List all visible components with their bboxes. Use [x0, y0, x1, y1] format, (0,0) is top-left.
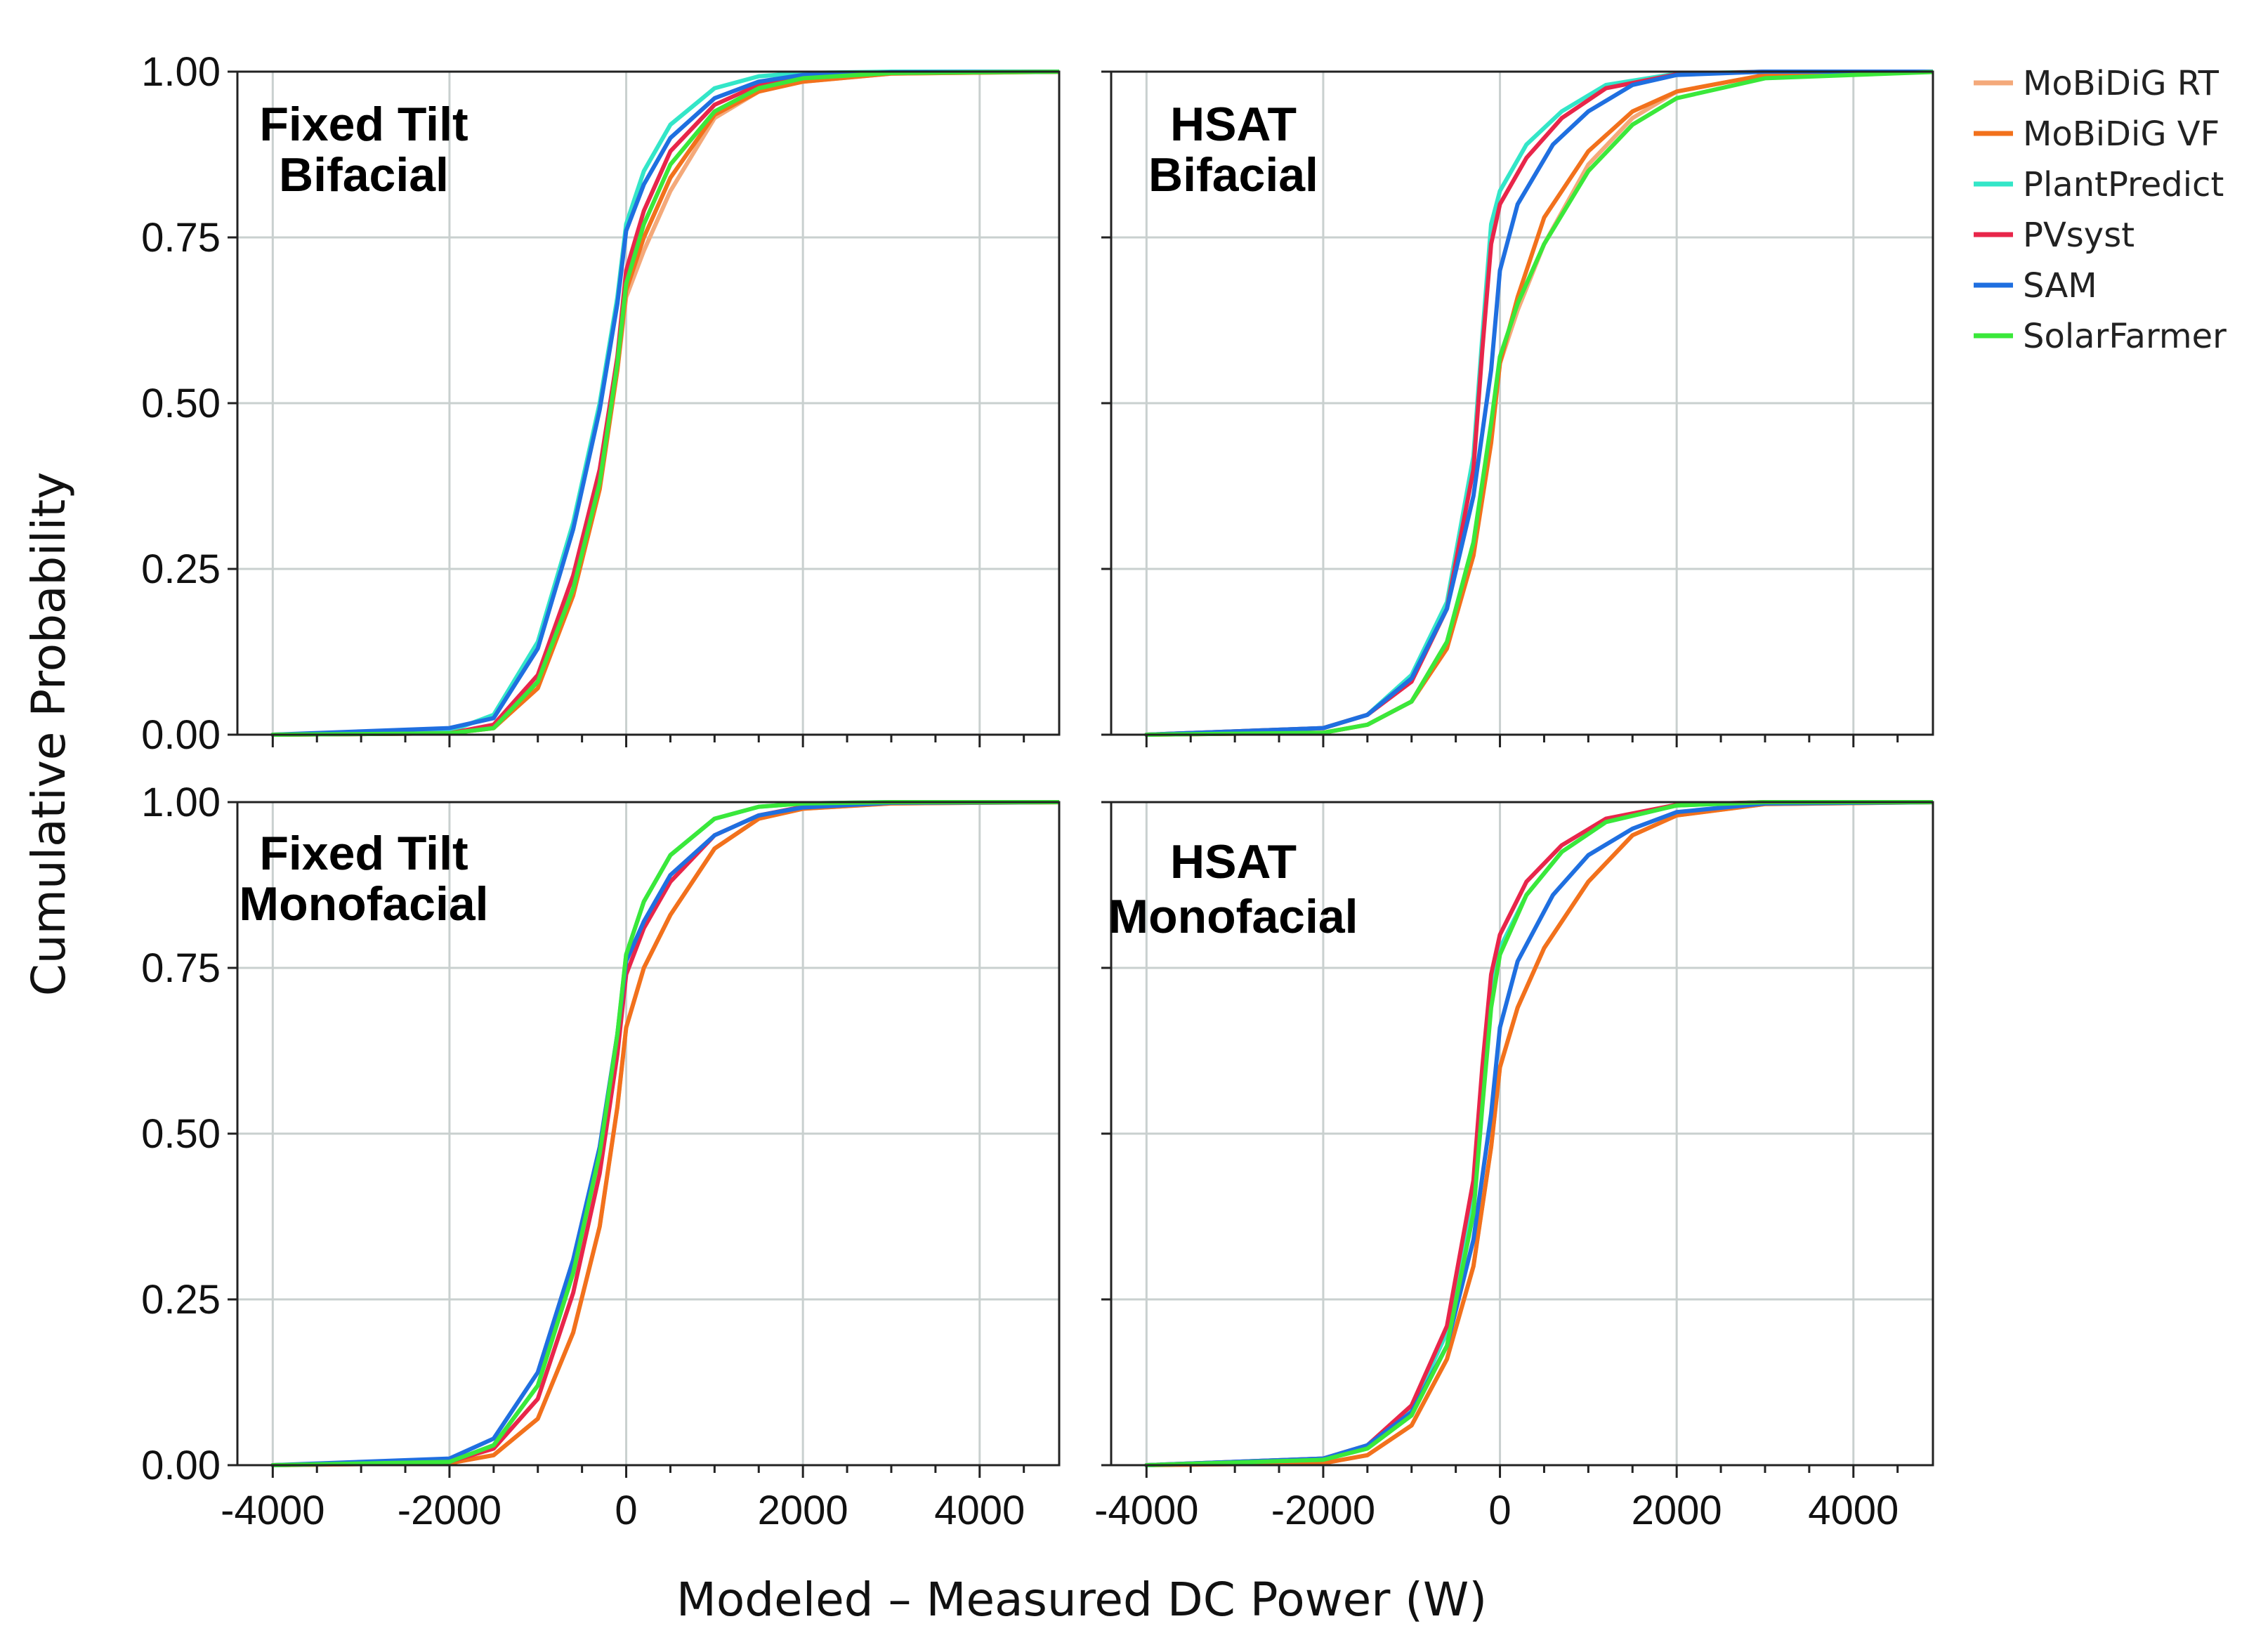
series-line-mobidig-vf [1144, 800, 1933, 1467]
panel-3: 0.00 0.25 0.50 0.75 1.00 -4000 -2000 0 2000 4000 F… [141, 780, 1061, 1533]
legend-label: PVsyst [2023, 216, 2135, 255]
series-line-solarfarmer [1144, 800, 1933, 1467]
x-tick-label: 4000 [1808, 1488, 1899, 1533]
y-tick-label: 1.00 [141, 780, 221, 825]
series-line-solarfarmer [1144, 70, 1933, 737]
panel-title: Fixed Tilt [259, 827, 468, 880]
x-tick-label: -4000 [221, 1488, 324, 1533]
y-tick-label: 0.75 [141, 945, 221, 991]
x-axis-title: Modeled – Measured DC Power (W) [676, 1573, 1487, 1627]
series-group [270, 800, 1059, 1467]
x-tick-label: 0 [615, 1488, 637, 1533]
panel-title: HSAT [1170, 835, 1297, 889]
series-line-sam [1144, 70, 1933, 737]
panel-title: Monofacial [239, 877, 488, 931]
y-tick-label: 0.25 [141, 546, 221, 592]
series-line-solarfarmer [270, 800, 1059, 1467]
x-tick-label: 2000 [758, 1488, 848, 1533]
y-tick-label: 0.50 [141, 1111, 221, 1157]
x-tick-label: -2000 [398, 1488, 501, 1533]
legend-label: MoBiDiG RT [2023, 64, 2220, 103]
legend-label: SolarFarmer [2023, 317, 2227, 356]
legend-label: MoBiDiG VF [2023, 114, 2220, 154]
legend-item: SAM [1974, 266, 2097, 306]
legend-label: SAM [2023, 266, 2097, 306]
panel-title: Bifacial [279, 148, 449, 202]
series-line-plantpredict [270, 70, 1059, 737]
series-group [1144, 70, 1933, 737]
panel-title: Fixed Tilt [259, 98, 468, 151]
legend-item: MoBiDiG VF [1974, 114, 2220, 154]
legend-item: MoBiDiG RT [1974, 64, 2220, 103]
y-axis-title: Cumulative Probability [22, 472, 76, 997]
y-tick-label: 0.00 [141, 1443, 221, 1488]
series-line-solarfarmer [270, 70, 1059, 737]
x-tick-label: -2000 [1271, 1488, 1375, 1533]
legend-item: PlantPredict [1974, 165, 2224, 204]
panel-title: Bifacial [1148, 148, 1318, 202]
legend-item: PVsyst [1974, 216, 2135, 255]
legend-label: PlantPredict [2023, 165, 2224, 204]
series-line-sam [1144, 800, 1933, 1467]
x-tick-label: 0 [1488, 1488, 1511, 1533]
legend-item: SolarFarmer [1974, 317, 2227, 356]
y-tick-label: 1.00 [141, 49, 221, 95]
x-tick-label: 2000 [1632, 1488, 1722, 1533]
x-tick-label: 4000 [934, 1488, 1025, 1533]
series-line-sam [270, 70, 1059, 737]
panel-title: HSAT [1170, 98, 1297, 151]
y-tick-label: 0.25 [141, 1277, 221, 1323]
panel-title: Monofacial [1108, 890, 1358, 943]
series-group [1144, 800, 1933, 1467]
legend: MoBiDiG RT MoBiDiG VF PlantPredict PVsyst SA… [1974, 64, 2227, 356]
x-tick-label: -4000 [1094, 1488, 1198, 1533]
y-tick-label: 0.00 [141, 712, 221, 758]
y-tick-label: 0.50 [141, 381, 221, 426]
y-tick-label: 0.75 [141, 215, 221, 261]
series-group [270, 70, 1059, 737]
